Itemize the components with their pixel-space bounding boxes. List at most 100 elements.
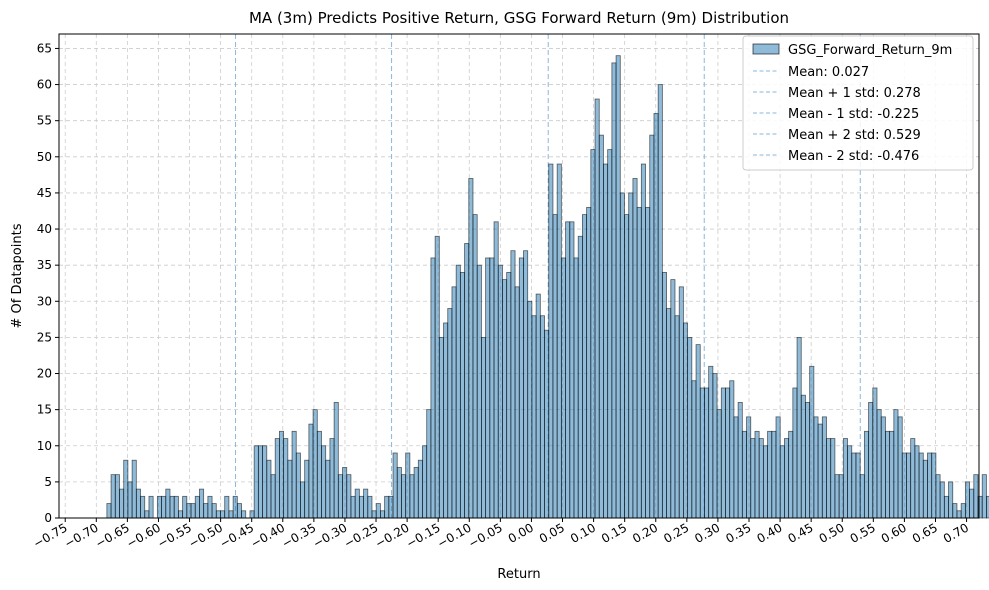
histogram-bar: [300, 481, 306, 519]
histogram-bar: [712, 373, 718, 519]
histogram-bar: [594, 98, 600, 519]
histogram-bar: [485, 257, 491, 519]
histogram-bar: [220, 510, 226, 519]
histogram-bar: [405, 452, 411, 519]
histogram-bar: [514, 286, 520, 519]
histogram-bar: [321, 445, 327, 519]
y-tick-label: 60: [37, 78, 52, 92]
x-tick-label: −0.10: [435, 520, 474, 551]
histogram-bar: [295, 452, 301, 519]
x-tick-label: −0.40: [248, 520, 287, 551]
histogram-bar: [401, 474, 407, 519]
histogram-bar: [762, 445, 768, 519]
x-tick-label: −0.05: [466, 520, 505, 551]
histogram-bar: [493, 221, 499, 519]
histogram-bar: [826, 438, 832, 519]
histogram-bar: [830, 438, 836, 519]
histogram-bar: [897, 416, 903, 519]
x-tick-label: −0.15: [404, 520, 443, 551]
x-tick-label: −0.60: [124, 520, 163, 551]
histogram-bar: [636, 206, 642, 519]
histogram-bar: [809, 365, 815, 519]
histogram-bar: [224, 495, 230, 519]
histogram-bar: [476, 264, 482, 519]
chart-title: MA (3m) Predicts Positive Return, GSG Fo…: [249, 9, 789, 27]
histogram-bar: [653, 113, 659, 519]
histogram-bar: [603, 163, 609, 519]
legend-label-mean-plus-2std: Mean + 2 std: 0.529: [788, 128, 921, 143]
x-tick-label: −0.35: [280, 520, 319, 551]
histogram-bar: [725, 387, 731, 519]
plot-area-frame: [58, 33, 980, 519]
histogram-bar: [847, 445, 853, 519]
histogram-bar: [510, 250, 516, 519]
histogram-bar: [291, 430, 297, 519]
histogram-bar: [257, 445, 263, 519]
x-tick-label: 0.55: [848, 520, 878, 545]
histogram-bar: [661, 271, 667, 519]
histogram-bar: [906, 452, 912, 519]
x-tick-label: −0.30: [311, 520, 350, 551]
histogram-bar: [455, 264, 461, 519]
histogram-bar: [788, 430, 794, 519]
histogram-bar: [304, 459, 310, 519]
histogram-bar: [577, 235, 583, 519]
histogram-bar: [813, 416, 819, 519]
x-tick-label: −0.55: [155, 520, 194, 551]
histogram-bar: [674, 315, 680, 519]
y-tick-label: 65: [37, 41, 52, 55]
histogram-bar: [838, 474, 844, 519]
histogram-bar: [973, 474, 979, 519]
histogram-bar: [796, 337, 802, 519]
histogram-bar: [350, 495, 356, 519]
histogram-bar: [447, 308, 453, 519]
histogram-bar: [502, 279, 508, 519]
histogram-bar: [939, 481, 945, 519]
histogram-bar: [863, 430, 869, 519]
histogram-bar: [931, 452, 937, 519]
histogram-bar: [666, 308, 672, 519]
histogram-bar: [308, 423, 314, 519]
histogram-bar: [279, 430, 285, 519]
histogram-bar: [611, 62, 617, 519]
histogram-bar: [148, 495, 154, 519]
histogram-bar: [451, 286, 457, 519]
histogram-bar: [708, 365, 714, 519]
histogram-bar: [434, 235, 440, 519]
histogram-bar: [548, 163, 554, 519]
histogram-bar: [207, 495, 213, 519]
x-axis-label: Return: [497, 567, 540, 582]
histogram-bar: [981, 474, 987, 519]
histogram-bar: [800, 394, 806, 519]
histogram-bar: [729, 380, 735, 519]
histogram-bar: [619, 192, 625, 519]
x-tick-label: 0.15: [599, 520, 629, 545]
histogram-bar: [699, 387, 705, 519]
histogram-bar: [956, 510, 962, 519]
histogram-bar: [283, 438, 289, 519]
histogram-bar: [935, 474, 941, 519]
histogram-bar: [927, 452, 933, 519]
x-tick-label: 0.65: [910, 520, 940, 545]
x-tick-label: 0.45: [786, 520, 816, 545]
y-tick-label: 25: [37, 330, 52, 344]
histogram-bar: [615, 55, 621, 519]
y-tick-label: 35: [37, 258, 52, 272]
histogram-bar: [960, 503, 966, 519]
histogram-bar: [582, 214, 588, 519]
histogram-bar: [375, 503, 381, 519]
legend-label-mean-minus-1std: Mean - 1 std: -0.225: [788, 107, 919, 122]
histogram-bar: [190, 503, 196, 519]
histogram-bar: [678, 286, 684, 519]
histogram-bar: [481, 337, 487, 519]
histogram-bar: [767, 430, 773, 519]
histogram-bar: [266, 459, 272, 519]
histogram-bar: [413, 467, 419, 519]
histogram-bar: [565, 221, 571, 519]
histogram-bar: [573, 257, 579, 519]
histogram-bar: [640, 163, 646, 519]
histogram-bar: [859, 474, 865, 519]
histogram-bar: [771, 430, 777, 519]
histogram-bar: [628, 192, 634, 519]
